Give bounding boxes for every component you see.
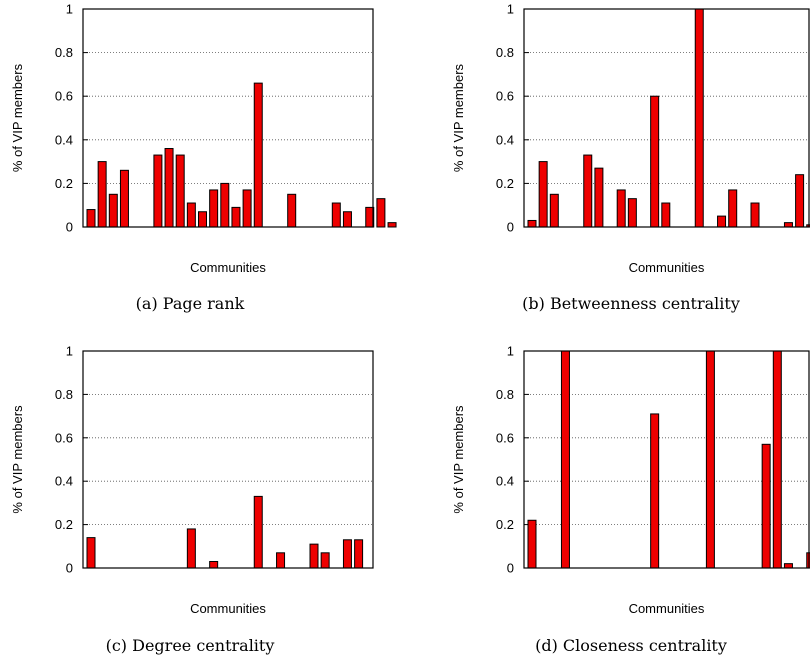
- y-tick-label: 1: [66, 2, 73, 17]
- bar: [761, 443, 771, 569]
- bar: [783, 222, 793, 228]
- bar: [527, 519, 537, 569]
- y-tick-label: 0.8: [55, 387, 73, 402]
- bar: [694, 8, 704, 228]
- y-axis-label: % of VIP members: [451, 63, 466, 172]
- y-tick-label: 0.8: [496, 387, 514, 402]
- bar: [186, 528, 196, 569]
- bar: [342, 539, 352, 569]
- y-tick-label: 0.4: [55, 474, 73, 489]
- bar: [276, 552, 286, 569]
- bar: [164, 148, 174, 228]
- bar: [153, 154, 163, 228]
- bar: [287, 193, 297, 228]
- bar: [772, 350, 782, 569]
- bar: [750, 202, 760, 228]
- bar: [527, 219, 537, 228]
- y-axis-label: % of VIP members: [10, 405, 25, 514]
- chart-panel-1: 0 0.2 0.4 0.6 0.8 1 Communities % of VIP member…: [10, 2, 397, 313]
- y-tick-label: 1: [66, 344, 73, 359]
- y-tick-label: 0.6: [496, 89, 514, 104]
- bar: [253, 495, 263, 569]
- bar: [627, 198, 637, 228]
- bar: [209, 560, 219, 569]
- bar: [186, 202, 196, 228]
- bar: [795, 174, 805, 228]
- bar: [560, 350, 570, 569]
- bar: [175, 154, 185, 228]
- y-tick-label: 0.4: [496, 474, 514, 489]
- subfigure-caption: (c) Degree centrality: [106, 636, 275, 655]
- bar: [86, 209, 96, 228]
- bar: [354, 539, 364, 569]
- bar: [220, 182, 230, 228]
- bar: [650, 95, 660, 228]
- y-tick-label: 0.4: [55, 132, 73, 147]
- plot-frame: [82, 8, 374, 228]
- bar: [717, 215, 727, 228]
- bar: [242, 189, 252, 228]
- y-axis-label: % of VIP members: [10, 63, 25, 172]
- bar: [806, 552, 810, 569]
- y-tick-label: 1: [507, 2, 514, 17]
- bar: [616, 189, 626, 228]
- bar: [538, 161, 548, 228]
- bar: [209, 189, 219, 228]
- subfigure-caption: (b) Betweenness centrality: [522, 294, 740, 313]
- y-tick-label: 0.2: [496, 176, 514, 191]
- plot-frame: [523, 350, 810, 569]
- y-tick-label: 0: [66, 561, 73, 576]
- bar: [119, 169, 129, 228]
- bar: [728, 189, 738, 228]
- bar: [108, 193, 118, 228]
- bar: [97, 161, 107, 228]
- y-axis-label: % of VIP members: [451, 405, 466, 514]
- bar: [331, 202, 341, 228]
- chart-panel-4: 0 0.2 0.4 0.6 0.8 1 Communities % of VIP member…: [451, 344, 810, 655]
- y-tick-label: 0.2: [496, 517, 514, 532]
- y-tick-label: 0: [507, 220, 514, 235]
- bar: [806, 224, 810, 228]
- bar: [342, 211, 352, 228]
- bar: [705, 350, 715, 569]
- plot-frame: [82, 350, 374, 569]
- x-axis-label: Communities: [190, 260, 266, 275]
- x-axis-label: Communities: [629, 601, 705, 616]
- bar: [661, 202, 671, 228]
- bar: [549, 193, 559, 228]
- chart-panel-2: 0 0.2 0.4 0.6 0.8 1 Communities % of VIP member…: [451, 2, 810, 313]
- y-tick-label: 0.4: [496, 132, 514, 147]
- y-tick-label: 0: [507, 561, 514, 576]
- bar: [320, 552, 330, 569]
- chart-panel-3: 0 0.2 0.4 0.6 0.8 1 Communities % of VIP member…: [10, 344, 374, 655]
- y-tick-label: 1: [507, 344, 514, 359]
- bar: [231, 206, 241, 228]
- y-tick-label: 0.8: [55, 45, 73, 60]
- bar: [387, 222, 397, 228]
- bar: [783, 563, 793, 569]
- x-axis-label: Communities: [629, 260, 705, 275]
- bar: [253, 82, 263, 228]
- y-tick-label: 0.2: [55, 517, 73, 532]
- bar: [583, 154, 593, 228]
- bar: [650, 413, 660, 569]
- bar: [594, 167, 604, 228]
- bar: [309, 543, 319, 569]
- bar: [376, 198, 386, 228]
- y-tick-label: 0.6: [496, 430, 514, 445]
- subfigure-caption: (a) Page rank: [136, 294, 245, 313]
- subfigure-caption: (d) Closeness centrality: [535, 636, 727, 655]
- x-axis-label: Communities: [190, 601, 266, 616]
- plot-frame: [523, 8, 810, 228]
- bar: [198, 211, 207, 228]
- y-tick-label: 0.6: [55, 89, 73, 104]
- y-tick-label: 0: [66, 220, 73, 235]
- y-tick-label: 0.2: [55, 176, 73, 191]
- y-tick-label: 0.8: [496, 45, 514, 60]
- bar: [86, 537, 96, 569]
- y-tick-label: 0.6: [55, 430, 73, 445]
